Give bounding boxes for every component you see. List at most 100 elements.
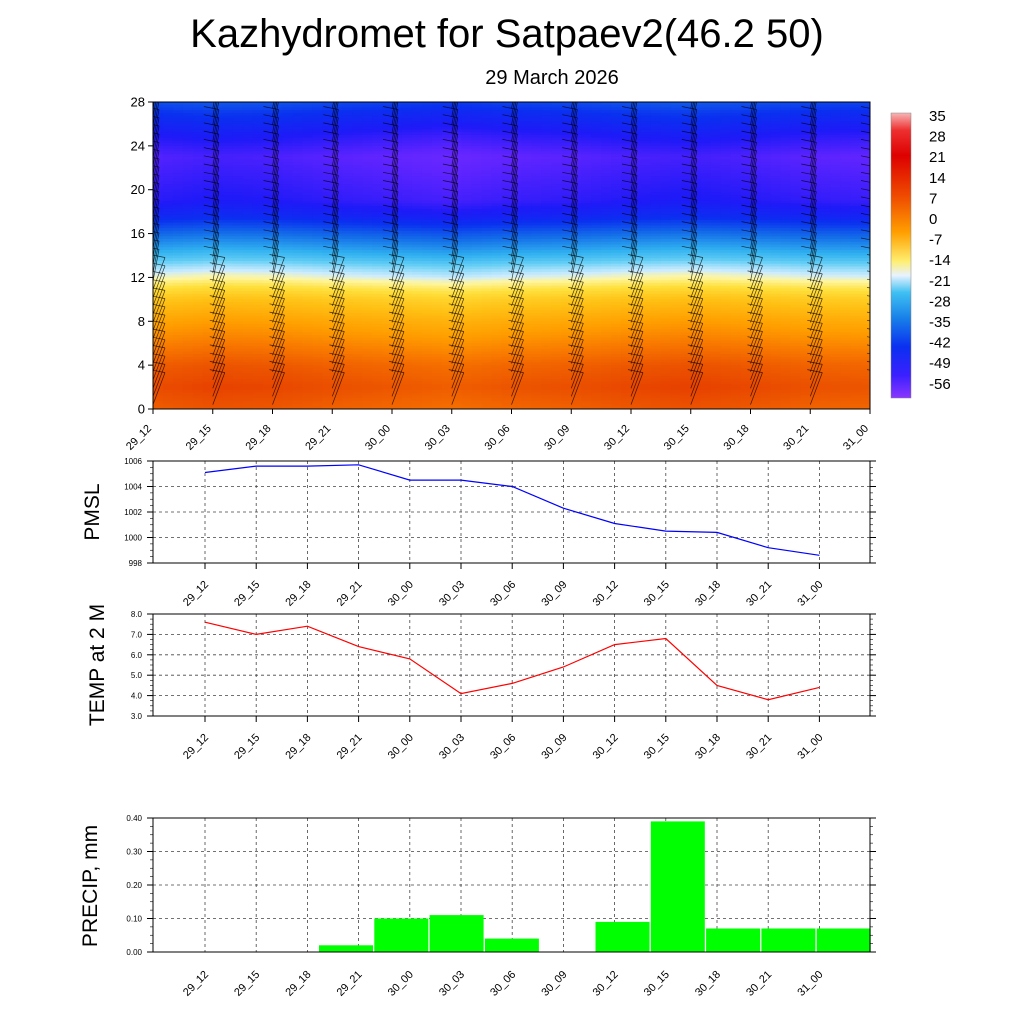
temperature-cell: [252, 186, 264, 191]
temperature-cell: [441, 145, 453, 150]
temperature-cell: [421, 165, 433, 169]
temperature-cell: [282, 115, 294, 120]
temperature-cell: [670, 280, 682, 284]
temperature-cell: [162, 203, 174, 207]
temperature-cell: [810, 258, 821, 262]
temperature-cell: [591, 129, 602, 133]
temperature-cell: [192, 282, 204, 287]
temperature-cell: [162, 137, 174, 141]
temperature-cell: [850, 110, 861, 114]
temperature-cell: [302, 239, 313, 243]
temperature-cell: [621, 252, 632, 257]
temperature-cell: [680, 288, 692, 292]
temperature-cell: [850, 140, 861, 144]
temperature-cell: [192, 110, 204, 114]
temperature-cell: [222, 222, 234, 226]
temperature-cell: [640, 178, 652, 183]
temperature-cell: [611, 115, 622, 120]
temperature-cell: [730, 236, 742, 240]
temperature-cell: [690, 263, 702, 268]
temperature-cell: [342, 159, 353, 163]
temperature-cell: [700, 129, 712, 133]
temperature-cell: [611, 151, 622, 155]
temperature-cell: [222, 255, 234, 259]
temperature-cell: [800, 137, 811, 141]
temperature-cell: [611, 112, 622, 117]
temperature-cell: [182, 236, 194, 240]
temperature-cell: [322, 107, 333, 111]
temperature-cell: [302, 282, 313, 287]
temperature-cell: [461, 266, 473, 270]
temperature-cell: [471, 271, 483, 276]
temperature-cell: [441, 184, 453, 188]
temperature-cell: [800, 134, 811, 139]
temperature-cell: [640, 137, 652, 141]
temperature-cell: [441, 280, 453, 284]
temperature-cell: [302, 225, 313, 229]
temperature-cell: [700, 162, 712, 166]
temperature-cell: [591, 255, 602, 259]
temperature-cell: [382, 189, 393, 194]
temperature-cell: [541, 192, 552, 196]
temperature-cell: [760, 148, 772, 152]
temperature-cell: [242, 225, 254, 229]
temperature-cell: [860, 244, 870, 248]
temperature-cell: [372, 123, 383, 128]
temperature-cell: [282, 208, 294, 213]
temperature-cell: [372, 241, 383, 246]
temperature-cell: [481, 230, 493, 235]
temperature-cell: [172, 151, 184, 155]
temperature-cell: [780, 208, 791, 213]
temperature-cell: [461, 263, 473, 268]
temperature-cell: [710, 104, 722, 109]
temperature-cell: [382, 252, 393, 257]
temperature-cell: [491, 104, 503, 109]
temperature-cell: [282, 102, 294, 106]
temperature-cell: [621, 282, 632, 287]
temperature-cell: [611, 118, 622, 122]
temperature-cell: [770, 280, 781, 284]
temperature-cell: [481, 151, 493, 155]
temperature-cell: [670, 115, 682, 120]
temperature-cell: [292, 247, 303, 251]
temperature-cell: [461, 112, 473, 117]
temperature-cell: [362, 195, 373, 199]
temperature-cell: [392, 260, 403, 265]
temperature-cell: [800, 288, 811, 292]
temperature-cell: [730, 260, 742, 265]
temperature-cell: [322, 102, 333, 106]
temperature-cell: [680, 184, 692, 188]
temperature-cell: [591, 148, 602, 152]
temperature-cell: [551, 288, 562, 292]
temperature-cell: [222, 206, 234, 210]
temperature-cell: [541, 104, 552, 109]
temperature-cell: [501, 263, 513, 268]
temperature-cell: [252, 118, 264, 122]
temperature-cell: [232, 132, 244, 136]
temperature-cell: [730, 258, 742, 262]
temperature-cell: [820, 211, 831, 215]
temperature-cell: [700, 176, 712, 180]
temperature-cell: [850, 271, 861, 276]
temperature-cell: [650, 228, 662, 232]
temperature-cell: [411, 143, 423, 147]
temperature-cell: [780, 282, 791, 287]
temperature-cell: [551, 118, 562, 122]
temperature-cell: [551, 269, 562, 273]
temperature-cell: [342, 186, 353, 191]
temperature-cell: [601, 219, 612, 224]
temperature-cell: [252, 233, 264, 237]
temperature-cell: [322, 170, 333, 174]
temperature-cell: [670, 239, 682, 243]
temperature-cell: [242, 260, 254, 265]
temperature-cell: [312, 225, 323, 229]
temperature-cell: [242, 263, 254, 268]
temperature-cell: [561, 118, 572, 122]
temperature-cell: [431, 107, 443, 111]
temperature-cell: [860, 258, 870, 262]
temperature-cell: [441, 239, 453, 243]
temperature-cell: [720, 170, 732, 174]
temperature-cell: [252, 189, 264, 194]
temperature-cell: [611, 107, 622, 111]
temperature-cell: [332, 271, 343, 276]
